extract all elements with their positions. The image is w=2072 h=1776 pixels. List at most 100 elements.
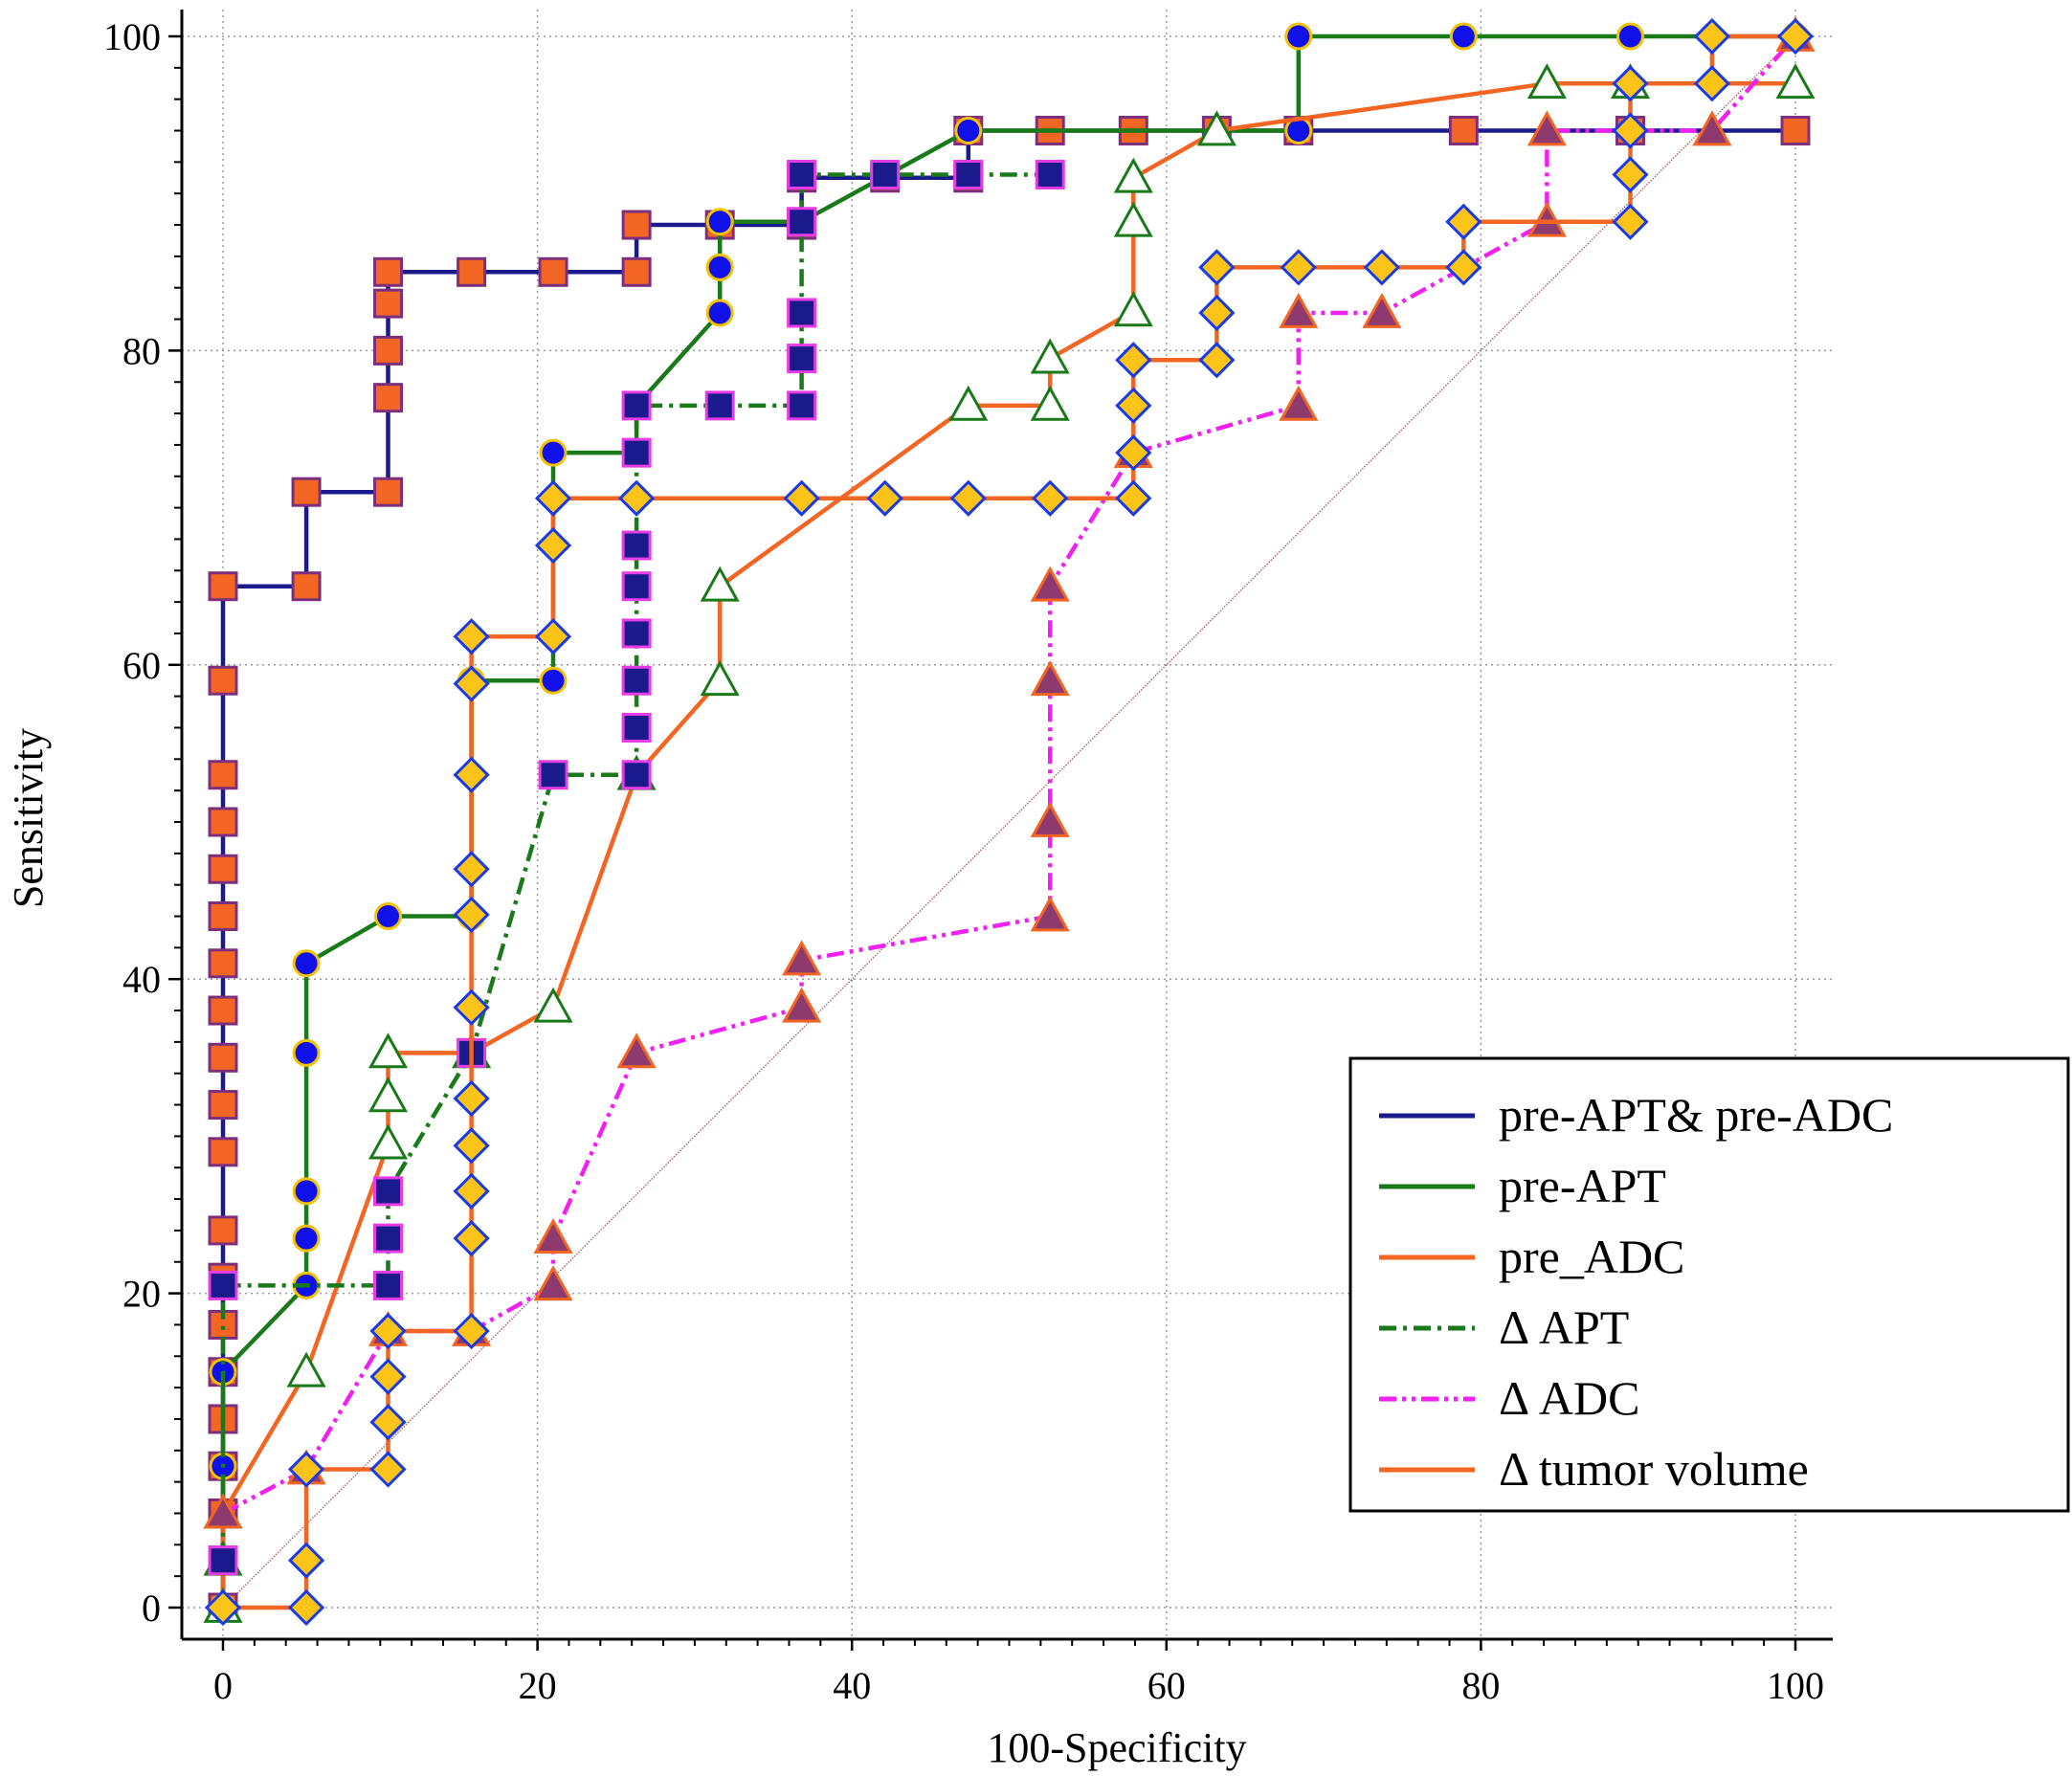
- series-1-point-15: [705, 299, 734, 327]
- series-2-point-12: [948, 385, 989, 421]
- series-4-point-9: [1030, 896, 1070, 932]
- series-5-point-22: [617, 479, 656, 517]
- series-4-point-14: [1279, 385, 1319, 421]
- series-3-point-15: [704, 390, 735, 421]
- legend: pre-APT& pre-ADC pre-APT pre_ADC Δ APT Δ ADC…: [1348, 1056, 2070, 1513]
- series-5-point-44: [1776, 17, 1815, 56]
- series-5-point-24: [866, 479, 903, 517]
- series-2-point-5: [368, 1077, 409, 1113]
- series-5-point-14: [453, 896, 490, 933]
- series-5-point-20: [534, 526, 572, 565]
- series-3-point-13: [621, 437, 652, 468]
- series-3-point-0: [208, 1545, 238, 1576]
- series-5-point-9: [453, 1220, 490, 1257]
- series-5-point-27: [1115, 479, 1152, 517]
- series-1-point-11: [539, 666, 568, 695]
- series-0-point-14: [208, 901, 238, 932]
- series-0-point-10: [208, 1090, 238, 1121]
- series-4-point-0: [203, 1493, 243, 1529]
- series-0-point-30: [621, 210, 652, 240]
- series-0-point-23: [373, 383, 404, 413]
- series-2-point-4: [368, 1123, 409, 1160]
- series-3-point-17: [787, 344, 817, 374]
- legend-label-3: Δ APT: [1499, 1300, 1629, 1354]
- series-5-point-30: [1115, 342, 1152, 379]
- series-4-point-10: [1030, 801, 1070, 837]
- series-1-point-21: [1284, 22, 1313, 51]
- series-5-point-33: [1198, 249, 1236, 286]
- y-tick-label-5: 100: [103, 15, 161, 58]
- series-1-point-12: [539, 438, 568, 467]
- series-5-point-8: [453, 1312, 490, 1350]
- series-5-point-4: [369, 1451, 407, 1488]
- x-tick-label-1: 20: [519, 1664, 557, 1707]
- series-4-point-5: [533, 1218, 573, 1254]
- series-2-point-14: [1030, 338, 1070, 374]
- series-3-point-12: [621, 530, 652, 561]
- x-axis-label: 100-Specificity: [987, 1724, 1246, 1771]
- series-4-point-16: [1362, 292, 1402, 328]
- series-0-point-26: [373, 256, 404, 287]
- series-5-point-7: [369, 1312, 407, 1350]
- series-5-point-10: [453, 1172, 490, 1210]
- legend-box: [1348, 1056, 2070, 1513]
- series-1-point-7: [292, 949, 321, 978]
- series-3-point-9: [621, 665, 652, 696]
- series-5-point-19: [534, 618, 572, 655]
- series-0-point-25: [373, 288, 404, 319]
- series-0-point-43: [1780, 116, 1811, 146]
- series-5-point-39: [1612, 156, 1649, 193]
- series-5-point-6: [369, 1358, 407, 1395]
- series-3-point-20: [787, 159, 817, 189]
- series-0-point-12: [208, 995, 238, 1026]
- series-5-point-38: [1612, 203, 1649, 240]
- series-3-point-22: [953, 159, 984, 189]
- series-5-point-28: [1115, 434, 1152, 472]
- series-3-point-2: [373, 1270, 404, 1300]
- series-5-point-42: [1693, 65, 1731, 102]
- series-0-point-9: [208, 1137, 238, 1167]
- series-2-point-11: [700, 566, 740, 602]
- legend-label-2: pre_ADC: [1499, 1230, 1684, 1283]
- series-3-point-18: [787, 298, 817, 328]
- series-0-point-16: [208, 807, 238, 837]
- series-0-point-27: [457, 256, 487, 287]
- series-5-point-36: [1445, 249, 1482, 286]
- series-1-point-19: [954, 117, 983, 145]
- legend-label-5: Δ tumor volume: [1499, 1442, 1809, 1496]
- series-2-point-21: [1775, 63, 1816, 100]
- series-2-point-3: [286, 1351, 326, 1388]
- series-5-point-15: [453, 851, 490, 888]
- series-3-point-23: [1035, 159, 1065, 189]
- series-4-point-4: [533, 1265, 573, 1301]
- series-1-point-6: [292, 1038, 321, 1067]
- series-0-point-22: [373, 477, 404, 507]
- series-5-point-34: [1280, 249, 1317, 286]
- series-0-point-21: [291, 477, 322, 507]
- series-0-point-18: [208, 665, 238, 696]
- series-2-point-15: [1113, 291, 1153, 327]
- y-axis-label: Sensitivity: [5, 728, 52, 908]
- series-0-point-11: [208, 1042, 238, 1073]
- series-1-point-23: [1615, 22, 1644, 51]
- series-0-point-8: [208, 1215, 238, 1246]
- series-3-point-3: [373, 1223, 404, 1254]
- x-tick-label-5: 100: [1767, 1664, 1824, 1707]
- series-5-point-5: [369, 1404, 407, 1441]
- series-4-point-8: [782, 940, 822, 976]
- series-3-point-4: [373, 1176, 404, 1207]
- series-2-point-17: [1113, 157, 1153, 193]
- y-tick-label-0: 0: [142, 1587, 161, 1630]
- series-4-point-12: [1030, 566, 1070, 602]
- series-5-point-35: [1363, 249, 1401, 286]
- series-5-point-17: [453, 665, 490, 702]
- series-3-point-6: [538, 760, 568, 790]
- series-1-point-17: [705, 208, 734, 236]
- series-5-point-26: [1032, 479, 1069, 517]
- series-3-point-8: [621, 712, 652, 743]
- series-5-point-13: [453, 988, 490, 1026]
- series-0-point-19: [208, 571, 238, 602]
- series-5-point-43: [1693, 17, 1731, 56]
